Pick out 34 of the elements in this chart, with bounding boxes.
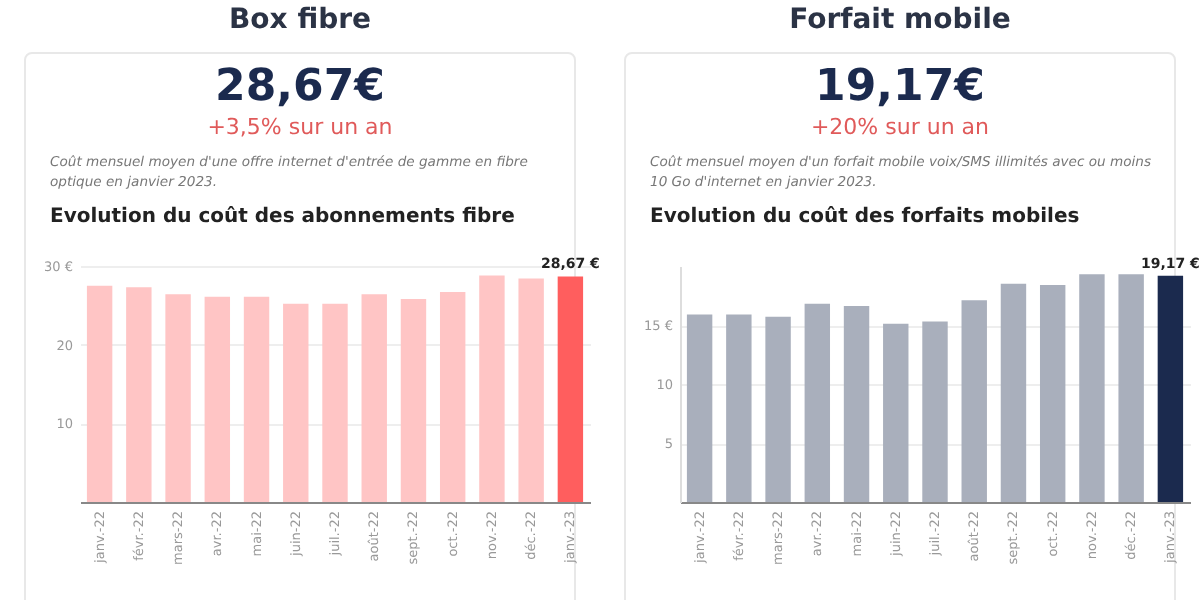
bar	[804, 303, 831, 502]
bar	[1157, 275, 1184, 502]
bar	[439, 291, 466, 502]
bar	[165, 294, 191, 502]
chart-subtitle: Evolution du coût des forfaits mobiles	[650, 206, 1080, 228]
bar	[86, 285, 113, 502]
bar	[400, 299, 427, 502]
bar	[204, 296, 231, 502]
bar	[243, 296, 270, 502]
chart-subtitle: Evolution du coût des abonnements fibre	[50, 206, 515, 228]
bar	[322, 303, 348, 502]
bar	[1118, 274, 1144, 502]
bar	[1000, 283, 1027, 502]
text: +3,5% sur un an	[205, 114, 395, 140]
bar	[686, 314, 713, 502]
bar	[518, 278, 544, 502]
bar	[479, 275, 505, 502]
bar	[1079, 274, 1105, 502]
bar	[126, 287, 152, 502]
text: +20% sur un an	[808, 114, 992, 140]
bar	[361, 294, 387, 502]
bar	[557, 276, 584, 502]
chart-title: Forfait mobile	[787, 4, 1013, 36]
bar	[1039, 284, 1066, 502]
bar	[765, 316, 791, 502]
bar	[843, 306, 870, 502]
text: 19,17€	[813, 62, 987, 112]
text: 28,67€	[213, 62, 387, 112]
bar	[726, 314, 752, 502]
bar	[922, 321, 948, 502]
bar	[283, 303, 309, 502]
chart-title: Box fibre	[227, 4, 373, 36]
bar	[883, 323, 909, 502]
bar	[961, 300, 987, 502]
